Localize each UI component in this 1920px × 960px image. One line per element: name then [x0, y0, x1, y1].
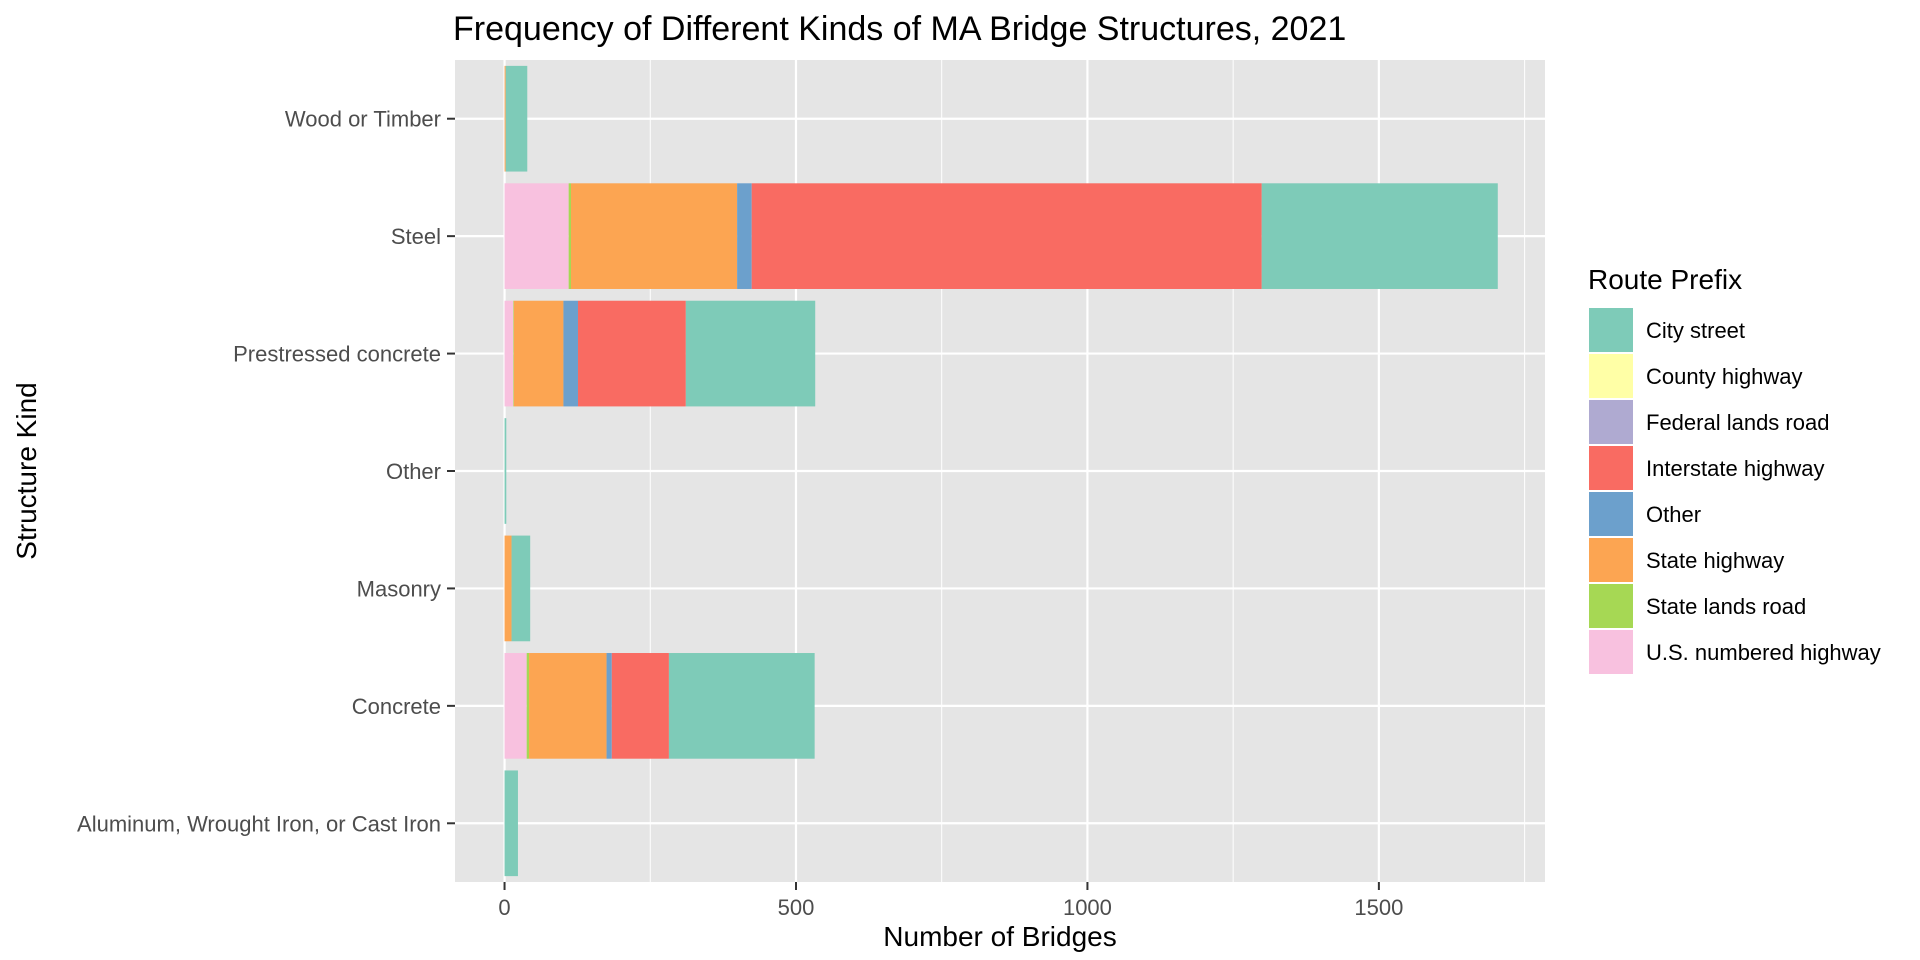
- y-tick-label: Aluminum, Wrought Iron, or Cast Iron: [77, 811, 441, 836]
- legend-label-county-highway: County highway: [1646, 364, 1803, 389]
- y-tick-label: Prestressed concrete: [233, 342, 441, 367]
- bar-prestressed-concrete-state-highway: [513, 300, 564, 407]
- bar-wood-or-timber-city-street: [505, 65, 528, 172]
- legend-label-other: Other: [1646, 502, 1701, 527]
- legend-label-federal-lands-road: Federal lands road: [1646, 410, 1829, 435]
- x-tick-label: 0: [498, 895, 510, 920]
- legend-label-state-highway: State highway: [1646, 548, 1784, 573]
- legend-key-county-highway: [1587, 352, 1635, 400]
- legend-key-state-highway: [1587, 536, 1635, 584]
- bar-masonry-city-street: [511, 535, 531, 642]
- legend-label-state-lands-road: State lands road: [1646, 594, 1806, 619]
- bar-prestressed-concrete-u-s-numbered-highway: [504, 300, 514, 407]
- bar-prestressed-concrete-city-street: [685, 300, 816, 407]
- x-axis: 0 500 1000 1500: [498, 882, 1403, 920]
- bar-other-city-street: [504, 418, 507, 524]
- chart-title: Frequency of Different Kinds of MA Bridg…: [453, 10, 1346, 48]
- legend-label-city-street: City street: [1646, 318, 1745, 343]
- bar-concrete-u-s-numbered-highway: [504, 653, 527, 759]
- bar-aluminum-wrought-iron-or-cast-iron-city-street: [504, 770, 518, 877]
- legend-key-interstate-highway: [1587, 444, 1635, 492]
- legend-label-interstate-highway: Interstate highway: [1646, 456, 1825, 481]
- bar-concrete-interstate-highway: [611, 653, 669, 759]
- bar-steel-state-highway: [570, 183, 738, 289]
- legend: Route Prefix City street County highway Fe…: [1587, 264, 1881, 676]
- y-tick-label: Other: [386, 459, 441, 484]
- bar-steel-city-street: [1261, 183, 1498, 289]
- y-tick-label: Wood or Timber: [285, 107, 441, 132]
- bar-steel-interstate-highway: [751, 183, 1262, 289]
- bar-concrete-state-lands-road: [526, 653, 530, 759]
- bar-steel-state-lands-road: [568, 183, 571, 289]
- bar-concrete-city-street: [668, 653, 815, 759]
- bar-concrete-state-highway: [529, 653, 607, 759]
- bar-prestressed-concrete-state-lands-road: [513, 300, 514, 407]
- legend-label-u-s-numbered-highway: U.S. numbered highway: [1646, 640, 1881, 665]
- legend-key-state-lands-road: [1587, 582, 1635, 630]
- bar-layer: [504, 65, 1498, 877]
- x-axis-title: Number of Bridges: [883, 921, 1116, 952]
- legend-key-other: [1587, 490, 1635, 538]
- x-tick-label: 1000: [1063, 895, 1112, 920]
- legend-title: Route Prefix: [1588, 264, 1742, 295]
- legend-key-u-s-numbered-highway: [1587, 628, 1635, 676]
- bar-steel-other: [737, 183, 752, 289]
- bar-prestressed-concrete-other: [563, 300, 578, 407]
- x-tick-label: 500: [778, 895, 815, 920]
- bar-prestressed-concrete-interstate-highway: [577, 300, 686, 407]
- bar-wood-or-timber-state-highway: [504, 65, 506, 172]
- legend-key-city-street: [1587, 306, 1635, 354]
- y-tick-label: Masonry: [357, 576, 441, 601]
- bar-concrete-other: [606, 653, 612, 759]
- bar-masonry-state-highway: [504, 535, 512, 642]
- x-tick-label: 1500: [1354, 895, 1403, 920]
- y-axis: Wood or Timber Steel Prestressed concrete O…: [77, 107, 455, 836]
- legend-key-federal-lands-road: [1587, 398, 1635, 446]
- y-tick-label: Steel: [391, 224, 441, 249]
- bar-steel-u-s-numbered-highway: [504, 183, 569, 289]
- y-axis-title: Structure Kind: [11, 382, 42, 559]
- y-tick-label: Concrete: [352, 694, 441, 719]
